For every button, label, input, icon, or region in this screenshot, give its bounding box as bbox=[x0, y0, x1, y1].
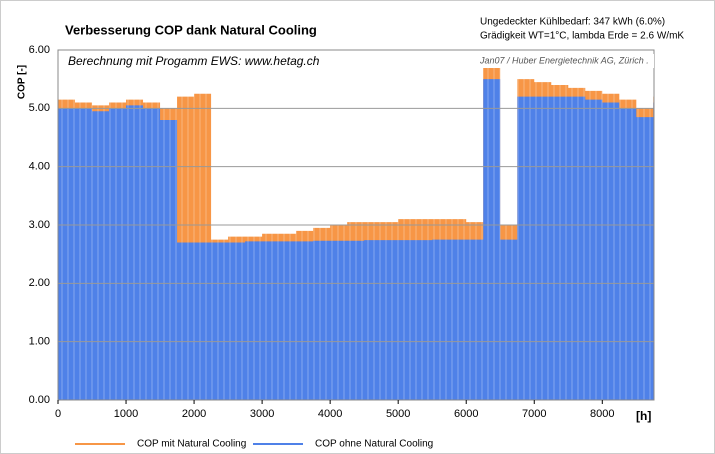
subtitle: Grädigkeit WT=1°C, lambda Erde = 2.6 W/m… bbox=[480, 31, 684, 42]
x-tick-label: 0 bbox=[55, 408, 61, 420]
legend-label: COP mit Natural Cooling bbox=[137, 439, 246, 450]
series-area bbox=[58, 79, 654, 401]
chart-title: Verbesserung COP dank Natural Cooling bbox=[65, 22, 317, 37]
x-tick-label: 6000 bbox=[454, 408, 478, 420]
legend-label: COP ohne Natural Cooling bbox=[315, 439, 433, 450]
y-tick-label: 4.00 bbox=[29, 161, 50, 173]
x-tick-label: 2000 bbox=[182, 408, 206, 420]
x-tick-label: 7000 bbox=[522, 408, 546, 420]
annotation: Berechnung mit Progamm EWS: www.hetag.ch bbox=[68, 54, 320, 68]
annotation-bg bbox=[478, 54, 654, 68]
x-tick-label: 3000 bbox=[250, 408, 274, 420]
y-tick-label: 3.00 bbox=[29, 219, 50, 231]
y-tick-label: 6.00 bbox=[29, 44, 50, 56]
subtitle: Ungedeckter Kühlbedarf: 347 kWh (6.0%) bbox=[480, 17, 665, 28]
annotation: Jan07 / Huber Energietechnik AG, Zürich … bbox=[479, 55, 649, 65]
plot-frame bbox=[57, 49, 655, 401]
x-axis-label: [h] bbox=[636, 409, 651, 423]
y-tick-label: 2.00 bbox=[29, 277, 50, 289]
y-tick-label: 5.00 bbox=[29, 102, 50, 114]
x-tick-label: 8000 bbox=[590, 408, 614, 420]
x-tick-label: 1000 bbox=[114, 408, 138, 420]
y-tick-label: 1.00 bbox=[29, 336, 50, 348]
x-tick-label: 5000 bbox=[386, 408, 410, 420]
y-axis-label: COP [-] bbox=[17, 65, 28, 99]
y-tick-label: 0.00 bbox=[29, 394, 50, 406]
x-tick-label: 4000 bbox=[318, 408, 342, 420]
annotation-bg bbox=[62, 52, 332, 72]
